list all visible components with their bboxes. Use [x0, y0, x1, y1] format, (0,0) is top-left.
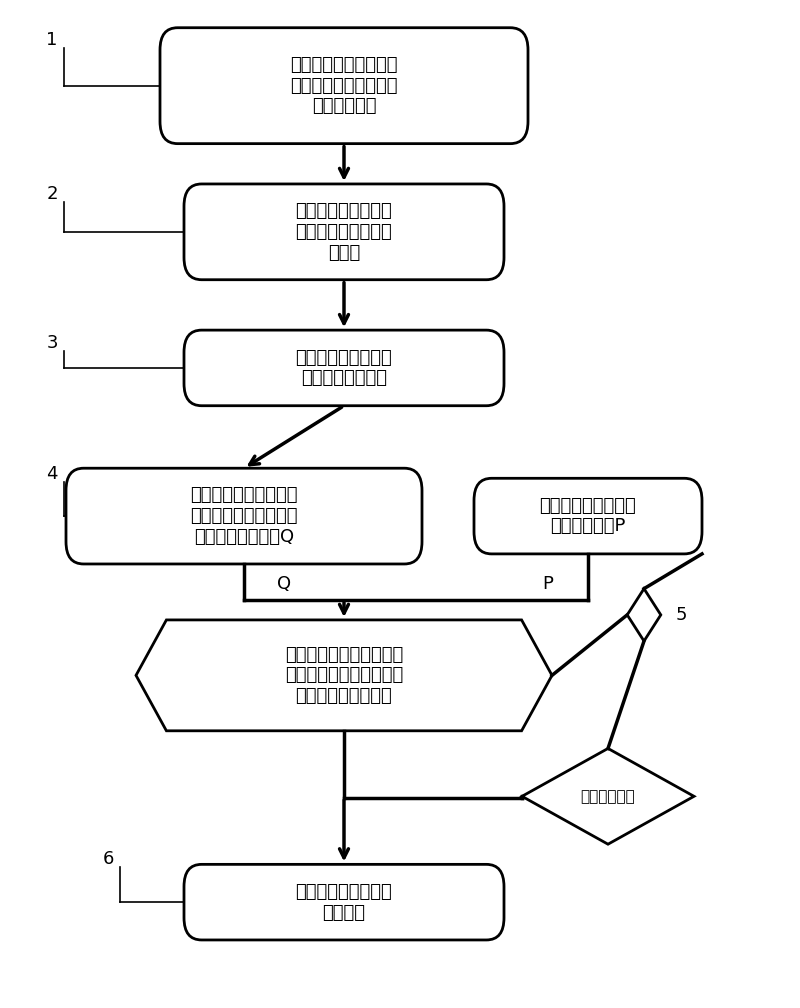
FancyBboxPatch shape	[160, 27, 528, 144]
Text: 考虑插桩动载和群桩
效应影响下的海底土
承载力: 考虑插桩动载和群桩 效应影响下的海底土 承载力	[296, 202, 392, 262]
Text: 3: 3	[46, 334, 58, 352]
Text: 1: 1	[46, 31, 58, 49]
FancyBboxPatch shape	[66, 468, 422, 564]
Text: P: P	[542, 575, 554, 593]
FancyBboxPatch shape	[184, 184, 504, 279]
Text: 5: 5	[676, 606, 687, 624]
Text: 结合平台桩腿结构计
算初始桩腿承载力: 结合平台桩腿结构计 算初始桩腿承载力	[296, 349, 392, 387]
FancyBboxPatch shape	[474, 479, 702, 554]
Text: 2: 2	[46, 184, 58, 203]
Text: 确定自升式钻井平台
最大预压载量P: 确定自升式钻井平台 最大预压载量P	[540, 497, 636, 535]
Text: 刺穿风险分析: 刺穿风险分析	[581, 789, 635, 803]
FancyBboxPatch shape	[184, 864, 504, 939]
Polygon shape	[522, 748, 694, 845]
FancyBboxPatch shape	[184, 331, 504, 405]
Text: 4: 4	[46, 465, 58, 483]
Text: 6: 6	[102, 850, 114, 868]
Polygon shape	[627, 589, 661, 641]
Text: 自升式钻井平台桩腿
入泥深度: 自升式钻井平台桩腿 入泥深度	[296, 883, 392, 921]
Text: 根据工程地质调查得出
的海底土土质资料计算
海底土承载力: 根据工程地质调查得出 的海底土土质资料计算 海底土承载力	[290, 55, 398, 116]
Text: 判断和找出与最大预压载
量相等的最终桩腿承载力
对应的最小入泥深度: 判断和找出与最大预压载 量相等的最终桩腿承载力 对应的最小入泥深度	[285, 645, 403, 706]
Text: 结合桩腿结构，分析桩
靴上部回流土体影响下
的最终桩腿承载力Q: 结合桩腿结构，分析桩 靴上部回流土体影响下 的最终桩腿承载力Q	[190, 486, 298, 546]
Text: Q: Q	[277, 575, 291, 593]
Polygon shape	[136, 620, 552, 731]
